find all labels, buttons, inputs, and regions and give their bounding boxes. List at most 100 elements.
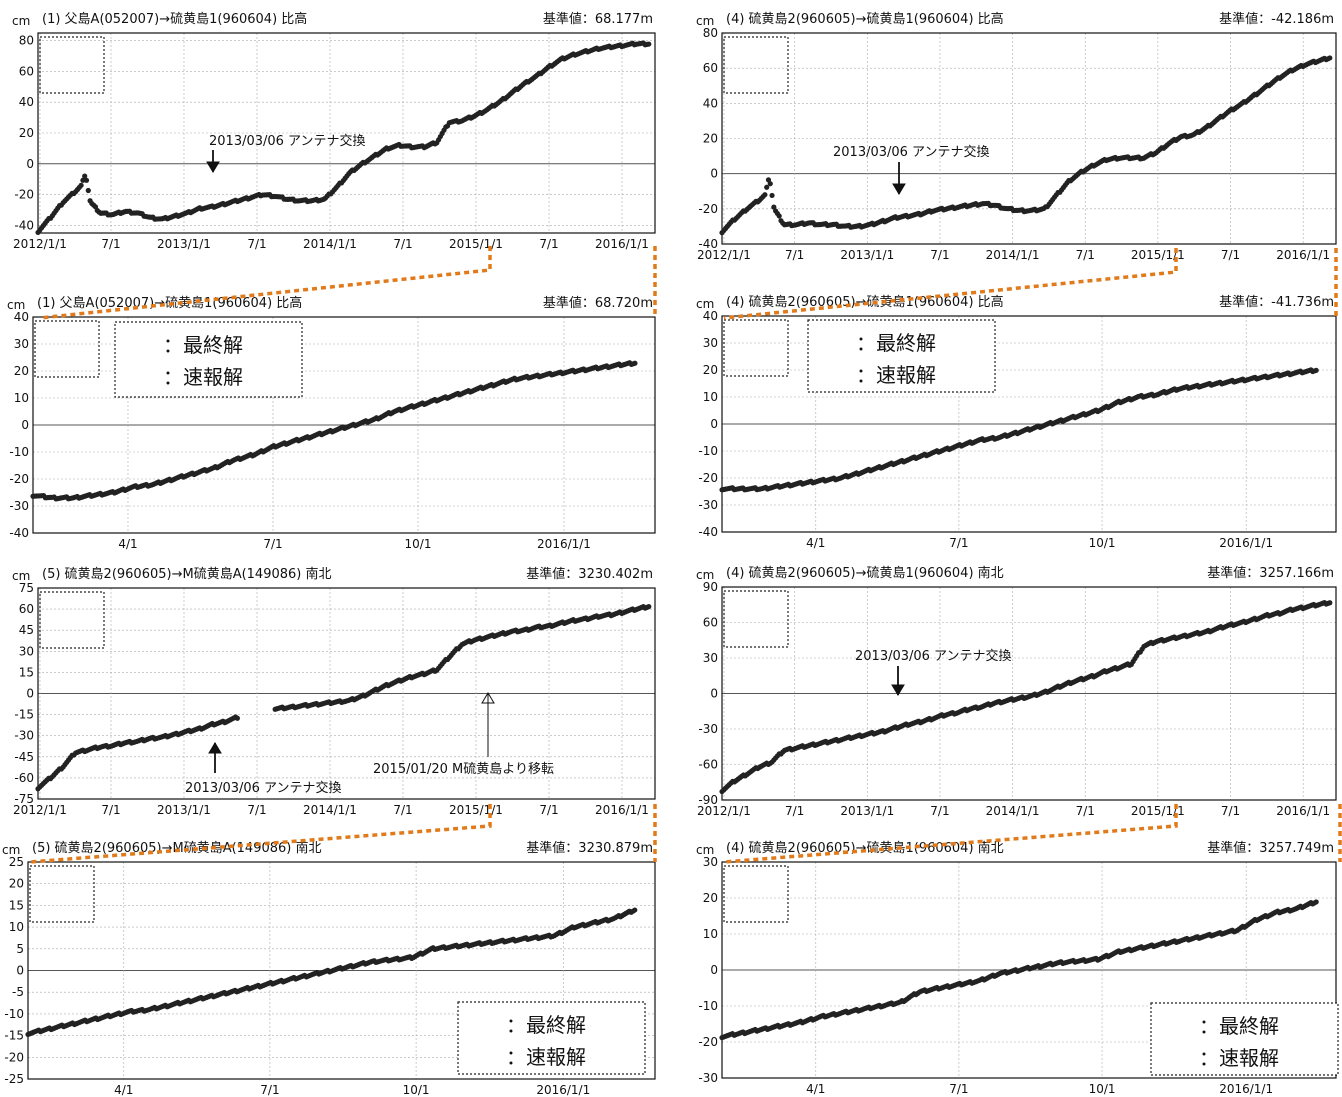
y-tick-label-0-4: 0 (26, 157, 34, 171)
y-tick-label-0-2: 40 (19, 95, 34, 109)
annotation-4-1: 2015/01/20 M硫黄島より移転 (373, 762, 554, 777)
y-tick-label-1-2: 20 (14, 364, 29, 378)
x-tick-label-0-0: 2012/1/1 (13, 237, 67, 251)
y-tick-label-0-5: -20 (14, 188, 34, 202)
plot-frame-4 (37, 587, 656, 800)
y-tick-label-4-1: 60 (19, 602, 34, 616)
y-tick-label-2-5: -20 (698, 202, 718, 216)
y-tick-label-7-1: 20 (703, 891, 718, 905)
x-tick-label-5-2: 10/1 (403, 1083, 430, 1097)
x-tick-label-0-6: 2015/1/1 (449, 237, 503, 251)
x-tick-label-6-0: 2012/1/1 (697, 804, 751, 818)
zoom-connector-2-1 (29, 804, 492, 864)
legend-box-1 (114, 321, 303, 398)
x-tick-label-5-3: 2016/1/1 (536, 1083, 590, 1097)
unit-label-1: cm (7, 298, 25, 312)
plot-frame-7 (721, 861, 1337, 1079)
y-tick-label-0-6: -40 (14, 218, 34, 232)
y-tick-label-5-10: -25 (4, 1072, 24, 1086)
x-tick-label-2-6: 2015/1/1 (1131, 248, 1185, 262)
x-tick-label-2-7: 7/1 (1221, 248, 1240, 262)
y-tick-label-5-2: 15 (9, 898, 24, 912)
y-tick-label-3-1: 30 (703, 336, 718, 350)
unit-label-3: cm (696, 297, 714, 311)
y-tick-label-3-0: 40 (703, 309, 718, 323)
plot-frame-0 (37, 32, 656, 234)
x-tick-label-2-3: 7/1 (930, 248, 949, 262)
series-4 (35, 604, 652, 792)
legend-final-1: ：最終解 (163, 333, 243, 357)
y-tick-label-4-4: 15 (19, 665, 34, 679)
legend-rapid-5: ：速報解 (506, 1045, 586, 1069)
y-tick-label-3-4: 0 (710, 417, 718, 431)
data-point (83, 177, 90, 183)
y-tick-label-5-6: -5 (12, 985, 24, 999)
legend-rapid-1: ：速報解 (163, 365, 243, 389)
unit-label-5: cm (2, 843, 20, 857)
x-tick-label-7-3: 2016/1/1 (1219, 1082, 1273, 1096)
y-tick-label-3-7: -30 (698, 498, 718, 512)
plot-frame-5 (27, 861, 656, 1080)
x-tick-label-0-1: 7/1 (101, 237, 120, 251)
series-3 (719, 367, 1319, 493)
data-point (1313, 367, 1319, 373)
data-point (82, 173, 88, 179)
y-tick-label-4-0: 75 (19, 581, 34, 595)
y-tick-label-4-10: -75 (14, 792, 34, 806)
station-box-3 (723, 319, 789, 377)
y-tick-label-1-5: -10 (9, 445, 29, 459)
x-tick-label-4-2: 2013/1/1 (157, 803, 211, 817)
x-tick-label-3-3: 2016/1/1 (1219, 536, 1273, 550)
x-tick-label-4-1: 7/1 (101, 803, 120, 817)
x-tick-label-1-0: 4/1 (118, 537, 137, 551)
y-tick-label-4-7: -30 (14, 729, 34, 743)
y-tick-label-1-3: 10 (14, 391, 29, 405)
y-tick-label-0-3: 20 (19, 126, 34, 140)
station-box-5 (29, 865, 95, 923)
data-point (767, 181, 773, 187)
annotation-arrowhead-6-0 (891, 684, 905, 696)
x-tick-label-6-2: 2013/1/1 (840, 804, 894, 818)
y-tick-label-4-8: -45 (14, 750, 34, 764)
x-tick-label-4-7: 7/1 (539, 803, 558, 817)
y-tick-label-6-3: 0 (710, 687, 718, 701)
legend-box-5 (457, 1001, 646, 1075)
plot-frame-6 (721, 586, 1337, 801)
y-tick-label-1-1: 30 (14, 337, 29, 351)
x-tick-label-0-8: 2016/1/1 (595, 237, 649, 251)
x-tick-label-4-4: 2014/1/1 (303, 803, 357, 817)
x-tick-label-1-3: 2016/1/1 (537, 537, 591, 551)
y-tick-label-5-9: -20 (4, 1050, 24, 1064)
plot-frame-1 (32, 316, 656, 534)
station-box-2 (723, 36, 789, 94)
series-7 (719, 899, 1319, 1041)
legend-box-3 (807, 319, 996, 393)
x-tick-label-6-8: 2016/1/1 (1276, 804, 1330, 818)
x-tick-label-0-7: 7/1 (539, 237, 558, 251)
data-point (764, 184, 770, 190)
reference-value-1: 基準値：68.720m (543, 295, 653, 311)
annotation-arrowhead-0-0 (206, 161, 220, 173)
data-point (85, 187, 91, 194)
zoom-connector-3-0 (723, 804, 1178, 864)
x-tick-label-2-8: 2016/1/1 (1276, 248, 1330, 262)
station-box-0 (39, 36, 105, 94)
y-tick-label-6-1: 60 (703, 616, 718, 630)
x-tick-label-4-8: 2016/1/1 (595, 803, 649, 817)
y-tick-label-5-4: 5 (16, 942, 24, 956)
data-point (765, 177, 772, 183)
reference-value-3: 基準値：-41.736m (1219, 294, 1334, 310)
y-tick-label-5-1: 20 (9, 877, 24, 891)
x-tick-label-6-1: 7/1 (785, 804, 804, 818)
y-tick-label-4-9: -60 (14, 771, 34, 785)
x-tick-label-6-5: 7/1 (1076, 804, 1095, 818)
x-tick-label-5-1: 7/1 (260, 1083, 279, 1097)
x-tick-label-7-2: 10/1 (1089, 1082, 1116, 1096)
y-tick-label-7-5: -20 (698, 1035, 718, 1049)
x-tick-label-5-0: 4/1 (114, 1083, 133, 1097)
data-point (632, 907, 638, 913)
unit-label-6: cm (696, 568, 714, 582)
y-tick-label-2-6: -40 (698, 237, 718, 251)
data-point (1313, 899, 1319, 905)
